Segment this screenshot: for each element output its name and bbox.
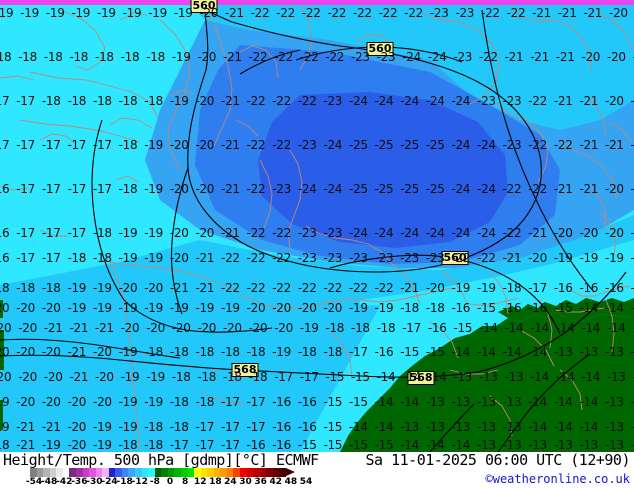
color-swatch (187, 468, 195, 477)
color-swatch (220, 468, 227, 477)
color-scale-tick-label: 30 (239, 477, 252, 487)
color-scale-tick-label: -8 (149, 477, 160, 487)
color-swatch (62, 468, 70, 477)
color-swatch (69, 468, 76, 477)
color-swatch (200, 468, 208, 477)
color-scale-tick-label: 8 (181, 477, 189, 487)
color-scale-tick-label: 48 (284, 477, 298, 487)
color-scale-tick-label: 12 (193, 477, 207, 487)
color-scale-arrow (286, 468, 295, 476)
height-label: 568 (231, 363, 259, 377)
color-swatch (272, 468, 280, 477)
color-swatch (240, 468, 247, 477)
color-scale-tick-label: -18 (116, 477, 133, 487)
color-swatch (213, 468, 221, 477)
color-swatch (253, 468, 260, 477)
color-swatch (174, 468, 181, 477)
color-scale: -54 -48 -42 -36 -30 -24 -18 -12 -8 0 8 12 18 24 30 36 42… (26, 468, 330, 489)
color-scale-tick-label: 0 (166, 477, 174, 487)
weather-map-canvas[interactable]: 560 560 560 568 568 -19-19-19-19-19-19-1… (0, 0, 634, 452)
color-swatch (148, 468, 155, 477)
color-scale-tick-label: 18 (209, 477, 222, 487)
color-swatch (141, 468, 149, 477)
color-swatch (95, 468, 103, 477)
color-scale-tick-label: -54 (25, 477, 43, 487)
color-scale-tick-label: -42 (56, 477, 73, 487)
color-scale-tick-label: 24 (224, 477, 237, 487)
color-scale-tick-label: -12 (131, 477, 148, 487)
color-scale-tick-label: -36 (71, 477, 88, 487)
color-swatch (266, 468, 273, 477)
height-label: 568 (407, 371, 435, 385)
color-swatch (207, 468, 214, 477)
color-swatch (49, 468, 57, 477)
color-scale-tick-label: 54 (299, 477, 313, 487)
valid-datetime: Sa 11-01-2025 06:00 UTC (12+90) (365, 451, 631, 469)
color-swatch (180, 468, 188, 477)
color-swatch (226, 468, 234, 477)
color-swatch (115, 468, 122, 477)
height-label: 560 (441, 251, 469, 265)
color-swatch (135, 468, 142, 477)
height-label: 560 (366, 42, 394, 56)
color-swatch (161, 468, 168, 477)
height-label: 560 (190, 0, 218, 13)
color-swatch (246, 468, 254, 477)
color-swatch (82, 468, 90, 477)
color-scale-tick-label: 36 (254, 477, 267, 487)
copyright-credit: ©weatheronline.co.uk (485, 472, 631, 486)
color-scale-tick-label: -30 (86, 477, 103, 487)
color-swatch (75, 468, 83, 477)
color-swatch (30, 468, 37, 477)
land-green-region (0, 298, 634, 452)
coastlines-layer (0, 5, 633, 452)
color-swatch (56, 468, 63, 477)
color-scale-tick-label: -24 (101, 477, 118, 487)
color-scale-swatches (30, 468, 286, 477)
magenta-top-strip (0, 0, 634, 5)
color-swatch (43, 468, 50, 477)
color-swatch (36, 468, 44, 477)
map-footer: Height/Temp. 500 hPa [gdmp][°C] ECMWF Sa… (0, 451, 634, 490)
color-swatch (194, 468, 201, 477)
color-swatch (108, 468, 116, 477)
color-swatch (128, 468, 135, 477)
color-scale-tick-label: 42 (269, 477, 283, 487)
color-scale-tick-label: -48 (40, 477, 58, 487)
map-graphics (0, 0, 634, 452)
color-swatch (279, 468, 286, 477)
color-swatch (167, 468, 175, 477)
chart-title: Height/Temp. 500 hPa [gdmp][°C] ECMWF (3, 451, 319, 469)
color-swatch (89, 468, 96, 477)
color-swatch (233, 468, 240, 477)
color-swatch (154, 468, 162, 477)
color-swatch (102, 468, 109, 477)
color-swatch (121, 468, 129, 477)
height-contours-layer (0, 9, 627, 452)
color-swatch (259, 468, 267, 477)
color-scale-ticks: -54 -48 -42 -36 -30 -24 -18 -12 -8 0 8 12 18 24 30 36 42… (26, 477, 330, 489)
